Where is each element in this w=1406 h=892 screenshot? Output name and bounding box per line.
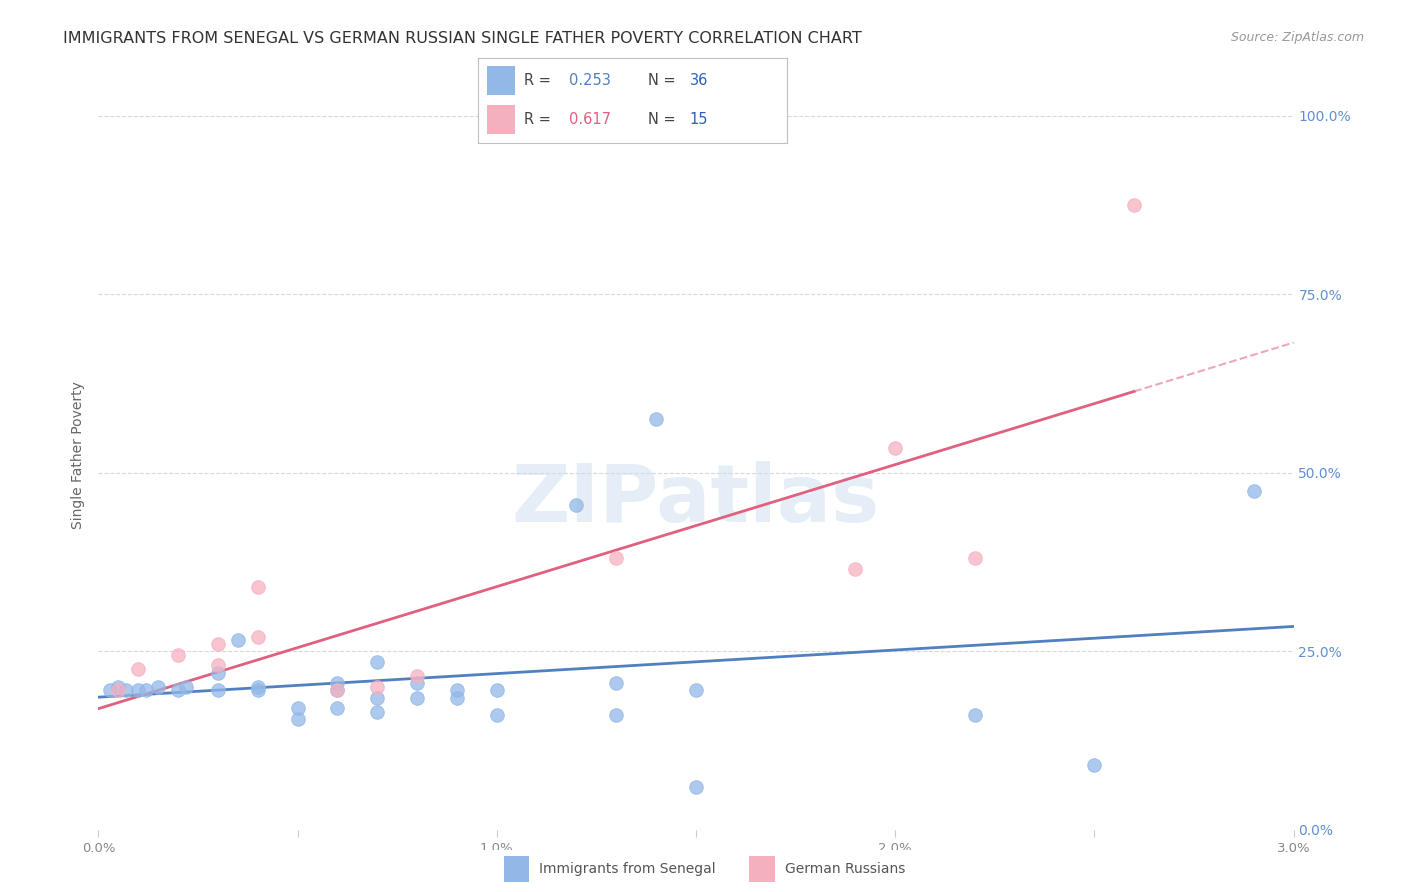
Point [326, 701, 349, 715]
Point [107, 680, 129, 694]
Point [406, 676, 429, 690]
Point [485, 683, 508, 698]
Point [1083, 758, 1105, 772]
FancyBboxPatch shape [488, 105, 515, 134]
Point [226, 633, 249, 648]
Point [207, 658, 229, 673]
Text: 0.617: 0.617 [569, 112, 612, 128]
Point [605, 551, 627, 566]
Point [366, 680, 388, 694]
Point [446, 690, 468, 705]
FancyBboxPatch shape [488, 67, 515, 95]
Point [1123, 198, 1146, 212]
Point [287, 712, 309, 726]
FancyBboxPatch shape [503, 855, 530, 882]
Point [98, 683, 122, 698]
Text: R =: R = [524, 112, 555, 128]
Point [326, 683, 349, 698]
Point [148, 680, 170, 694]
Point [565, 498, 588, 512]
Point [485, 708, 508, 723]
Y-axis label: Single Father Poverty: Single Father Poverty [72, 381, 86, 529]
Point [207, 665, 229, 680]
Point [207, 683, 229, 698]
Point [246, 680, 269, 694]
Point [366, 655, 388, 669]
Point [287, 701, 309, 715]
Point [167, 648, 190, 662]
Point [135, 683, 157, 698]
Text: ZIPatlas: ZIPatlas [512, 461, 880, 539]
Point [207, 637, 229, 651]
Text: Source: ZipAtlas.com: Source: ZipAtlas.com [1230, 31, 1364, 45]
Point [174, 680, 197, 694]
Text: German Russians: German Russians [785, 862, 905, 876]
Text: 0.253: 0.253 [569, 73, 612, 88]
Text: 36: 36 [690, 73, 709, 88]
Point [366, 705, 388, 719]
Point [366, 690, 388, 705]
Point [326, 683, 349, 698]
Point [645, 412, 668, 426]
Text: IMMIGRANTS FROM SENEGAL VS GERMAN RUSSIAN SINGLE FATHER POVERTY CORRELATION CHAR: IMMIGRANTS FROM SENEGAL VS GERMAN RUSSIA… [63, 31, 862, 46]
Text: N =: N = [648, 112, 681, 128]
Point [963, 551, 986, 566]
Point [246, 580, 269, 594]
Text: 15: 15 [690, 112, 709, 128]
Point [844, 562, 866, 576]
Point [446, 683, 468, 698]
FancyBboxPatch shape [749, 855, 775, 882]
Point [685, 780, 707, 794]
Point [605, 676, 627, 690]
Point [115, 683, 138, 698]
Point [1243, 483, 1265, 498]
Text: R =: R = [524, 73, 555, 88]
Point [884, 441, 907, 455]
Point [167, 683, 190, 698]
Text: Immigrants from Senegal: Immigrants from Senegal [540, 862, 716, 876]
Point [107, 683, 129, 698]
Point [685, 683, 707, 698]
Point [326, 676, 349, 690]
Point [963, 708, 986, 723]
Text: N =: N = [648, 73, 681, 88]
Point [246, 683, 269, 698]
Point [127, 683, 149, 698]
Point [605, 708, 627, 723]
Point [246, 630, 269, 644]
Point [406, 690, 429, 705]
Point [406, 669, 429, 683]
Point [127, 662, 149, 676]
